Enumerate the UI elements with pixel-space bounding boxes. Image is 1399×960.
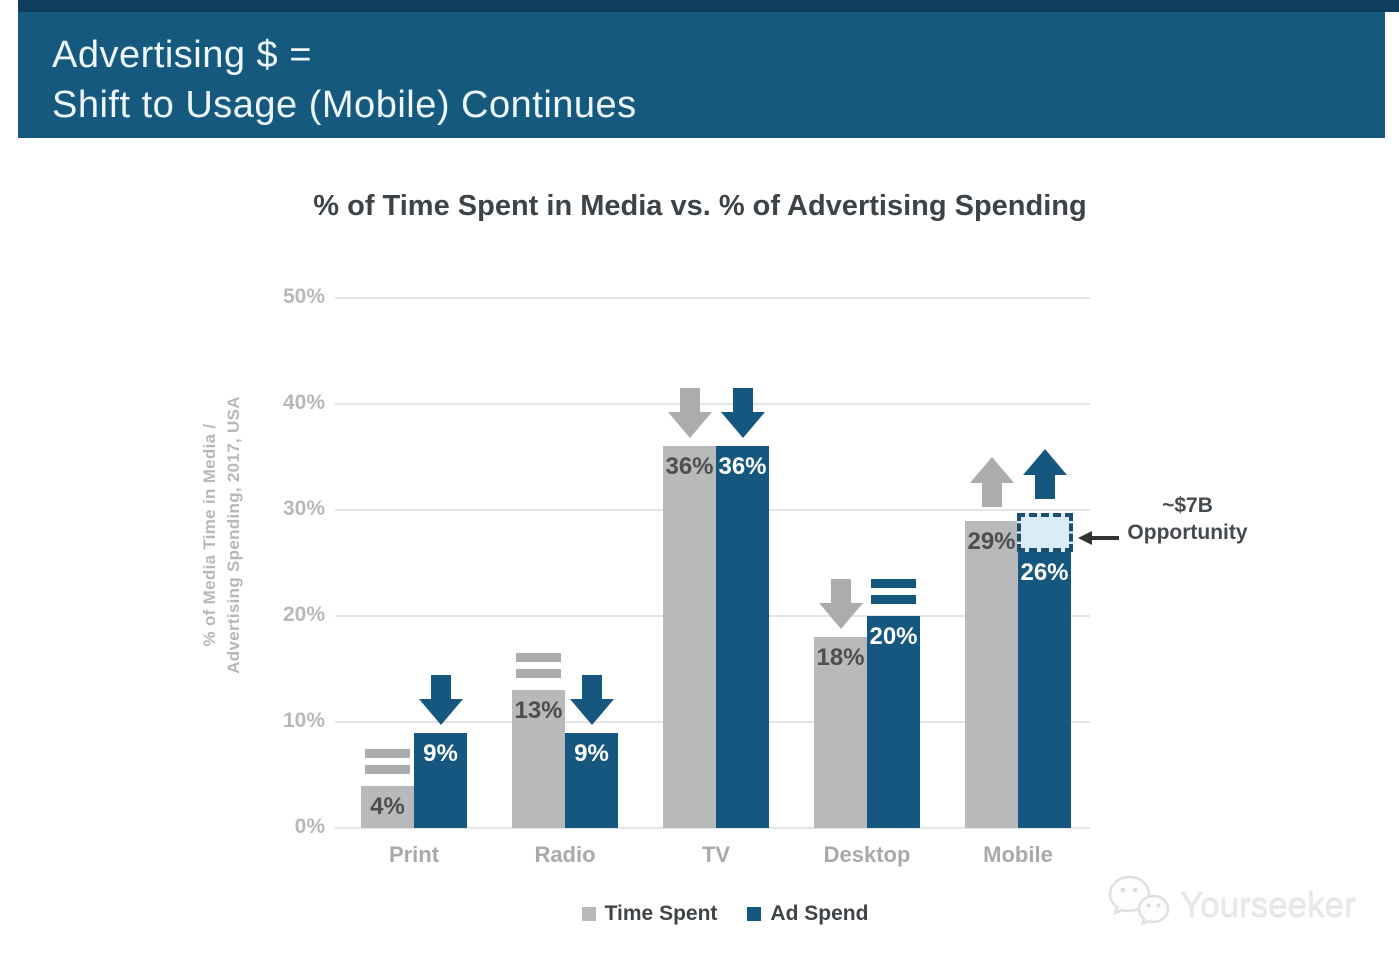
bar-time-spent-print [361, 785, 414, 828]
bar-time-spent-tv [663, 446, 716, 828]
y-tick-label: 40% [282, 391, 325, 414]
category-label-desktop: Desktop [823, 842, 911, 867]
y-tick-label: 50% [282, 285, 325, 308]
trend-equal-bar [871, 595, 916, 604]
grid-line [335, 827, 1090, 829]
bar-value-label: 29% [967, 527, 1016, 555]
trend-equal-bar [365, 748, 410, 758]
legend-swatch-gray [581, 907, 596, 921]
legend: Time Spent Ad Spend [450, 902, 1000, 926]
chart-title: % of Time Spent in Media vs. % of Advert… [313, 190, 1087, 222]
bar-value-label: 36% [718, 453, 767, 481]
annotation-arrow-line [1091, 536, 1119, 540]
y-tick-label: 0% [294, 815, 325, 838]
legend-swatch-blue [747, 907, 762, 921]
opportunity-annotation-line2: Opportunity [1127, 521, 1248, 544]
trend-down-arrow-icon [818, 579, 864, 630]
trend-equal-icon [516, 653, 561, 679]
bar-value-label: 26% [1020, 559, 1069, 587]
header-banner: Advertising $ = Shift to Usage (Mobile) … [18, 12, 1385, 138]
trend-down-arrow-icon [569, 674, 615, 725]
bar-time-spent-desktop [814, 637, 867, 828]
trend-equal-icon [365, 748, 410, 774]
bar-ad-spend-tv [716, 446, 769, 828]
trend-equal-icon [871, 579, 916, 604]
category-label-print: Print [388, 842, 440, 867]
bar-value-label: 13% [514, 697, 563, 725]
bar-ad-spend-desktop [867, 616, 920, 828]
bar-value-label: 36% [665, 453, 714, 481]
legend-label-ad-spend: Ad Spend [770, 902, 869, 925]
category-label-mobile: Mobile [983, 842, 1053, 867]
category-label-tv: TV [701, 842, 731, 867]
trend-equal-bar [516, 653, 561, 663]
header-title-line2: Shift to Usage (Mobile) Continues [52, 84, 637, 126]
trend-down-arrow-icon [667, 388, 713, 439]
bar-ad-spend-mobile [1018, 552, 1071, 828]
category-label-radio: Radio [534, 842, 596, 867]
opportunity-annotation: ~$7B Opportunity [1105, 492, 1270, 546]
legend-item-time-spent: Time Spent [581, 902, 718, 926]
bar-ad-spend-radio [565, 732, 618, 828]
wechat-chat-bubbles-icon [1106, 874, 1172, 935]
header-title-line1: Advertising $ = [52, 34, 312, 76]
bar-ad-spend-print [414, 732, 467, 828]
trend-up-arrow-icon [969, 456, 1015, 507]
bar-value-label: 9% [574, 739, 609, 767]
trend-equal-bar [365, 764, 410, 774]
trend-equal-bar [516, 669, 561, 679]
grid-line [335, 403, 1090, 405]
legend-label-time-spent: Time Spent [604, 902, 718, 925]
y-tick-label: 30% [282, 497, 325, 520]
opportunity-annotation-line1: ~$7B [1162, 494, 1213, 517]
bar-value-label: 20% [869, 623, 918, 650]
trend-down-arrow-icon [418, 674, 464, 725]
legend-item-ad-spend: Ad Spend [747, 902, 868, 926]
trend-down-arrow-icon [720, 388, 766, 439]
grid-line [335, 297, 1090, 299]
bar-value-label: 18% [816, 644, 865, 672]
annotation-arrow-left-icon [1078, 531, 1092, 545]
bar-value-label: 4% [370, 792, 405, 820]
trend-equal-bar [871, 579, 916, 588]
y-tick-label: 10% [282, 709, 325, 732]
opportunity-box [1017, 513, 1073, 553]
y-tick-label: 20% [282, 603, 325, 626]
bar-time-spent-mobile [965, 520, 1018, 828]
bar-time-spent-radio [512, 690, 565, 828]
bar-value-label: 9% [423, 739, 458, 767]
watermark-text: Yourseeker [1180, 884, 1356, 924]
header-top-strip [18, 0, 1399, 12]
watermark: Yourseeker [1106, 874, 1356, 935]
trend-up-arrow-icon [1022, 449, 1068, 500]
